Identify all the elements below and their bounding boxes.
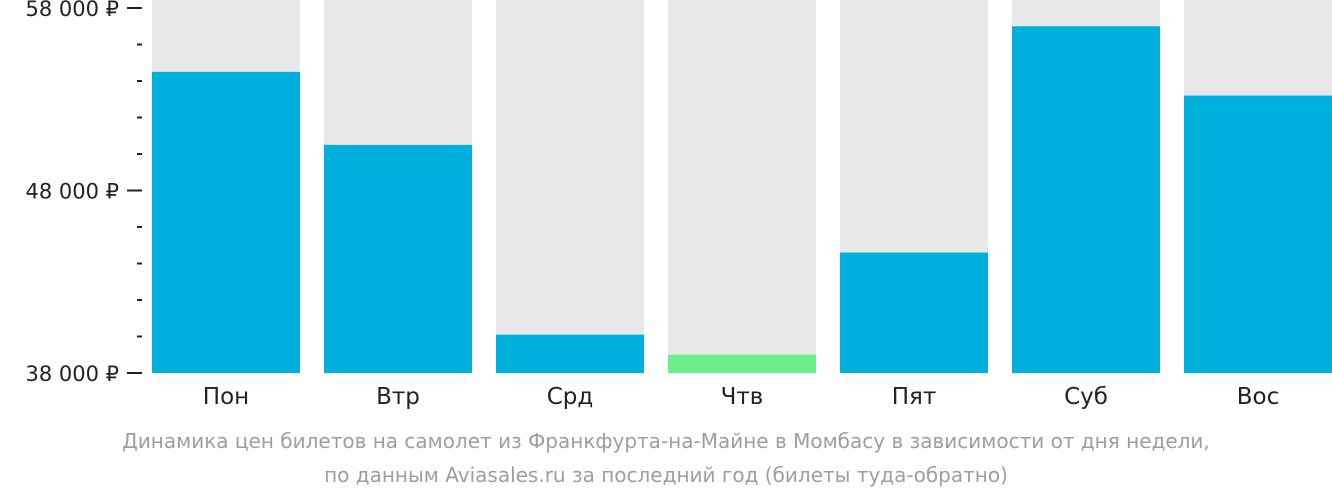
y-axis: 58 000 ₽ 48 000 ₽ 38 000 ₽ [25,0,142,386]
bar-6[interactable] [1012,26,1160,373]
x-tick-label-1: Пон [203,384,249,410]
caption-line-2: по данным Aviasales.ru за последний год … [324,463,1008,487]
bar-background-4 [668,0,816,373]
bar-5[interactable] [840,252,988,373]
chart-caption: Динамика цен билетов на самолет из Франк… [0,424,1332,492]
x-tick-label-2: Втр [376,384,420,410]
bar-4[interactable] [668,354,816,373]
bar-7[interactable] [1184,95,1332,373]
bar-3[interactable] [496,334,644,373]
price-bars [152,26,1332,373]
x-tick-label-3: Срд [547,384,594,410]
x-tick-label-5: Пят [892,384,937,410]
y-tick-label-2: 48 000 ₽ [25,180,119,204]
y-tick-label-3: 38 000 ₽ [25,362,119,386]
x-tick-label-7: Вос [1237,384,1280,410]
x-tick-label-6: Суб [1064,384,1108,410]
x-tick-label-4: Чтв [721,384,764,410]
price-by-weekday-chart: 58 000 ₽ 48 000 ₽ 38 000 ₽ Пон Втр Срд Чтв Пят… [25,0,1332,410]
x-axis: Пон Втр Срд Чтв Пят Суб Вос [203,384,1279,410]
y-tick-label-1: 58 000 ₽ [25,0,119,21]
caption-line-1: Динамика цен билетов на самолет из Франк… [122,429,1210,453]
bar-background-3 [496,0,644,373]
bar-1[interactable] [152,71,300,373]
bar-2[interactable] [324,144,472,373]
